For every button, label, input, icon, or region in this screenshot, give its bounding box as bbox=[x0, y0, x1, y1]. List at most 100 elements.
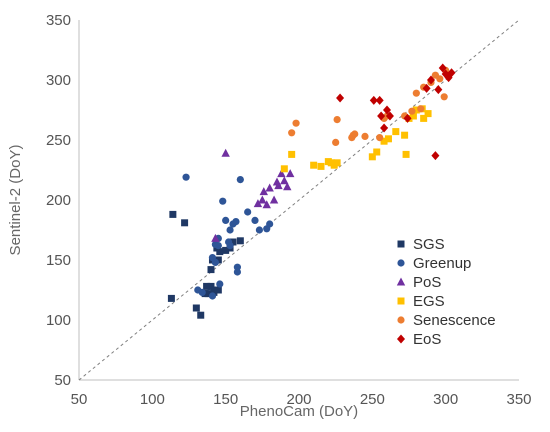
data-point bbox=[402, 150, 410, 158]
data-point bbox=[420, 114, 428, 122]
data-point bbox=[167, 294, 175, 302]
data-point bbox=[214, 286, 222, 294]
x-tick-label: 200 bbox=[286, 391, 311, 408]
data-point bbox=[221, 148, 230, 157]
data-point bbox=[401, 131, 409, 139]
data-point bbox=[333, 159, 341, 167]
data-point bbox=[310, 161, 318, 169]
legend-marker bbox=[396, 277, 406, 286]
y-tick-label: 250 bbox=[46, 132, 71, 149]
data-point bbox=[412, 106, 420, 114]
data-point bbox=[204, 290, 212, 298]
data-point bbox=[369, 95, 378, 105]
y-tick-label: 50 bbox=[54, 372, 71, 389]
data-point bbox=[207, 266, 215, 274]
series-eos bbox=[336, 63, 456, 161]
data-point bbox=[336, 93, 345, 103]
data-point bbox=[198, 288, 206, 296]
data-point bbox=[219, 197, 227, 205]
data-point bbox=[233, 268, 241, 276]
data-point bbox=[424, 110, 432, 118]
data-point bbox=[236, 176, 244, 184]
data-point bbox=[417, 105, 425, 113]
legend-item: Greenup bbox=[397, 255, 471, 272]
data-point bbox=[409, 112, 417, 120]
data-point bbox=[403, 113, 412, 123]
data-point bbox=[229, 238, 237, 246]
data-point bbox=[251, 216, 259, 224]
data-point bbox=[422, 83, 431, 93]
data-point bbox=[408, 107, 416, 115]
data-point bbox=[427, 75, 435, 85]
data-point bbox=[258, 195, 267, 204]
legend-item: Senescence bbox=[397, 312, 496, 329]
data-point bbox=[169, 210, 177, 218]
y-axis-title: Sentinel-2 (DoY) bbox=[7, 145, 24, 256]
data-point bbox=[351, 130, 359, 138]
axes bbox=[78, 19, 520, 381]
data-point bbox=[361, 132, 369, 140]
data-point bbox=[434, 85, 443, 95]
legend-label: Senescence bbox=[413, 312, 496, 329]
data-point bbox=[203, 282, 211, 290]
data-point bbox=[376, 134, 384, 142]
data-point bbox=[440, 93, 448, 101]
data-point bbox=[192, 304, 200, 312]
legend-item: EGS bbox=[397, 293, 445, 310]
data-point bbox=[236, 237, 244, 245]
data-point bbox=[292, 119, 300, 127]
data-point bbox=[269, 195, 279, 204]
legend-marker bbox=[397, 334, 405, 344]
data-point bbox=[262, 200, 271, 209]
x-tick-label: 250 bbox=[360, 391, 385, 408]
data-point bbox=[274, 181, 283, 190]
data-point bbox=[375, 95, 384, 105]
legend-label: SGS bbox=[413, 236, 445, 253]
data-point bbox=[286, 169, 295, 178]
x-tick-label: 350 bbox=[506, 391, 531, 408]
data-point bbox=[380, 123, 389, 133]
data-point bbox=[436, 75, 444, 83]
data-point bbox=[332, 138, 340, 146]
data-point bbox=[208, 292, 217, 300]
data-point bbox=[214, 256, 222, 264]
data-point bbox=[380, 137, 388, 145]
data-point bbox=[197, 311, 205, 319]
data-point bbox=[214, 242, 222, 250]
data-point bbox=[412, 89, 420, 97]
data-point bbox=[288, 150, 296, 158]
data-point bbox=[283, 182, 292, 191]
data-point bbox=[253, 199, 263, 208]
data-point bbox=[333, 116, 341, 124]
legend-marker bbox=[397, 259, 405, 267]
x-tick-label: 50 bbox=[71, 391, 88, 408]
data-point bbox=[265, 183, 274, 192]
data-point bbox=[226, 242, 234, 250]
tick-labels: 50 100 150 200 250 300 350 50 100 150 200 250 300 350 bbox=[46, 12, 532, 408]
data-point bbox=[244, 208, 252, 216]
data-point bbox=[216, 248, 224, 256]
data-point bbox=[438, 63, 447, 73]
y-tick-label: 100 bbox=[46, 312, 71, 329]
legend-label: PoS bbox=[413, 274, 441, 291]
data-point bbox=[259, 187, 268, 196]
legend-item: PoS bbox=[396, 274, 441, 291]
legend-marker bbox=[397, 297, 405, 305]
y-tick-label: 150 bbox=[46, 252, 71, 269]
series-greenup bbox=[182, 173, 274, 300]
data-point bbox=[368, 153, 376, 161]
data-point bbox=[207, 282, 215, 290]
data-point bbox=[288, 129, 296, 137]
x-axis-title: PhenoCam (DoY) bbox=[240, 403, 358, 420]
data-point bbox=[277, 169, 286, 178]
data-point bbox=[447, 68, 456, 78]
data-point bbox=[255, 226, 263, 234]
legend-item: SGS bbox=[397, 236, 445, 253]
data-point bbox=[222, 216, 230, 224]
legend-item: EoS bbox=[397, 331, 441, 348]
x-tick-label: 150 bbox=[213, 391, 238, 408]
legend-marker bbox=[397, 316, 405, 324]
data-point bbox=[211, 258, 219, 266]
one-to-one-line bbox=[78, 19, 520, 381]
